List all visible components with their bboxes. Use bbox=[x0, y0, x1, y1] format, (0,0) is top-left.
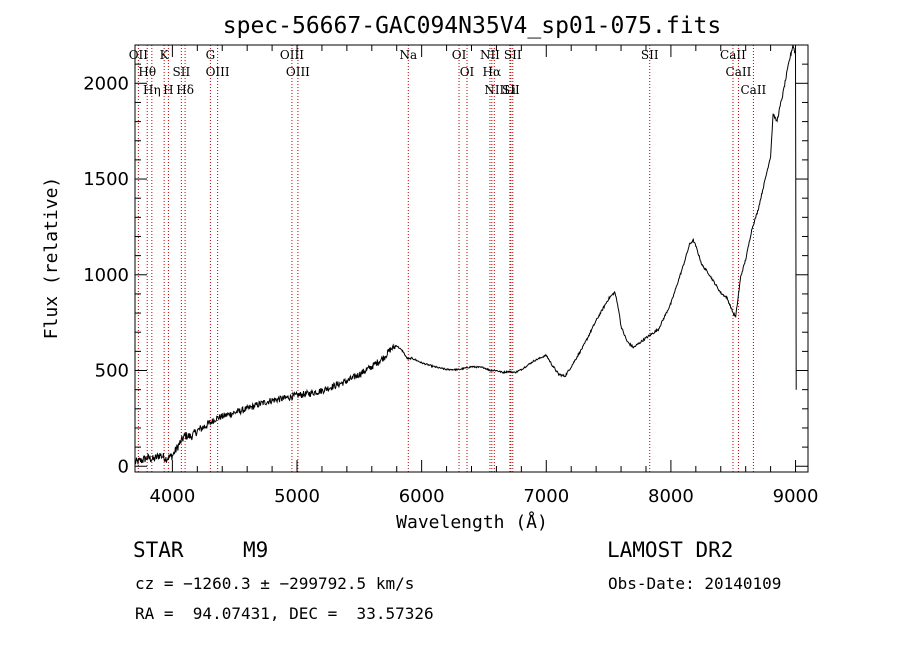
spectral-line-label: Na bbox=[399, 48, 417, 62]
spectral-line-label: OI bbox=[460, 65, 475, 79]
x-axis: 4000 5000 6000 7000 8000 9000 bbox=[149, 45, 818, 507]
spectral-line-label: NII bbox=[480, 48, 500, 62]
object-class: STAR bbox=[133, 538, 184, 562]
x-tick-label: 6000 bbox=[399, 486, 445, 507]
x-tick-label: 7000 bbox=[523, 486, 569, 507]
spectral-line-label: Hθ bbox=[138, 65, 156, 79]
x-axis-label: Wavelength (Å) bbox=[396, 511, 548, 533]
redshift-info: cz = −1260.3 ± −299792.5 km/s bbox=[135, 574, 415, 593]
y-tick-label: 2000 bbox=[83, 73, 129, 94]
spectral-line-label: OI bbox=[452, 48, 467, 62]
spectral-line-label: H bbox=[163, 83, 173, 97]
spectral-line-label: NII bbox=[484, 83, 504, 97]
x-tick-label: 5000 bbox=[274, 486, 320, 507]
spectral-line-label: CaII bbox=[720, 48, 746, 62]
spectral-line-label: OII bbox=[129, 48, 149, 62]
x-tick-label: 4000 bbox=[149, 486, 195, 507]
spectral-line-label: CaII bbox=[740, 83, 766, 97]
spectral-line-label: CaII bbox=[726, 65, 752, 79]
spectral-line-label: SII bbox=[173, 65, 191, 79]
y-tick-label: 500 bbox=[95, 361, 129, 382]
x-tick-label: 8000 bbox=[648, 486, 694, 507]
x-tick-label: 9000 bbox=[773, 486, 819, 507]
spectral-line-label: Li bbox=[504, 83, 516, 97]
survey-name: LAMOST DR2 bbox=[607, 538, 734, 562]
chart-title: spec-56667-GAC094N35V4_sp01-075.fits bbox=[223, 13, 722, 39]
y-tick-label: 1000 bbox=[83, 265, 129, 286]
y-axis-label: Flux (relative) bbox=[41, 177, 62, 340]
plot-frame bbox=[134, 44, 809, 473]
y-tick-label: 0 bbox=[118, 456, 129, 477]
spectral-line-label: G bbox=[206, 48, 216, 62]
spectral-line-label: Hδ bbox=[176, 83, 194, 97]
spectral-line-label: K bbox=[160, 48, 170, 62]
y-axis: 0 500 1000 1500 2000 bbox=[83, 44, 808, 477]
spectral-line-label: SII bbox=[502, 83, 520, 97]
spectrum-chart: spec-56667-GAC094N35V4_sp01-075.fits OII… bbox=[41, 13, 818, 533]
spectral-line-label: Hα bbox=[483, 65, 502, 79]
spectral-line-label: Hη bbox=[143, 83, 161, 97]
spectral-line-label: OIII bbox=[286, 65, 310, 79]
spectral-line-label: SII bbox=[504, 48, 522, 62]
object-subclass: M9 bbox=[243, 538, 269, 562]
y-tick-label: 1500 bbox=[83, 169, 129, 190]
spectral-line-label: SII bbox=[641, 48, 659, 62]
spectral-line-markers bbox=[137, 45, 754, 472]
observation-date: Obs-Date: 20140109 bbox=[608, 574, 782, 593]
spectral-line-label: OIII bbox=[280, 48, 304, 62]
spectrum-line bbox=[134, 45, 797, 465]
spectral-line-label: OIII bbox=[206, 65, 230, 79]
coordinates: RA = 94.07431, DEC = 33.57326 bbox=[135, 604, 434, 623]
